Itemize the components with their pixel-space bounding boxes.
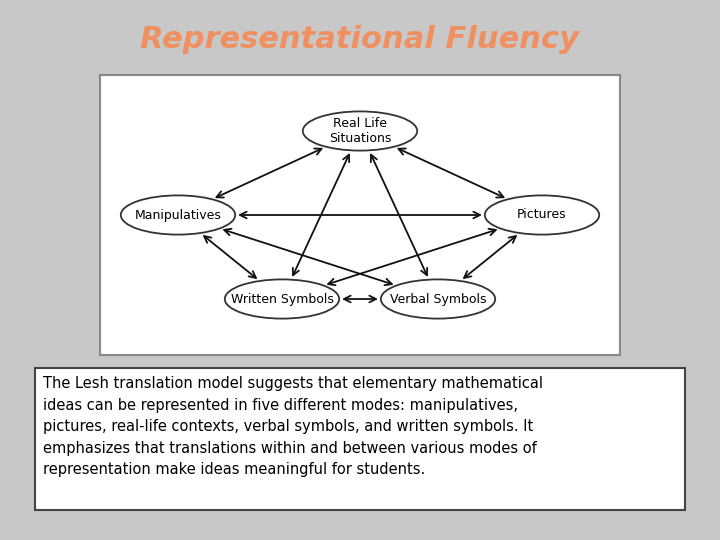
Text: Real Life
Situations: Real Life Situations	[329, 117, 391, 145]
Text: Written Symbols: Written Symbols	[230, 293, 333, 306]
Text: Representational Fluency: Representational Fluency	[140, 25, 580, 55]
Ellipse shape	[121, 195, 235, 234]
Ellipse shape	[303, 111, 417, 151]
Bar	[35, 368, 685, 510]
Text: Pictures: Pictures	[517, 208, 567, 221]
Text: The Lesh translation model suggests that elementary mathematical
ideas can be re: The Lesh translation model suggests that…	[43, 376, 543, 477]
Text: Verbal Symbols: Verbal Symbols	[390, 293, 486, 306]
Bar	[100, 75, 620, 355]
Ellipse shape	[485, 195, 599, 234]
Text: Manipulatives: Manipulatives	[135, 208, 222, 221]
Ellipse shape	[381, 279, 495, 319]
Ellipse shape	[225, 279, 339, 319]
